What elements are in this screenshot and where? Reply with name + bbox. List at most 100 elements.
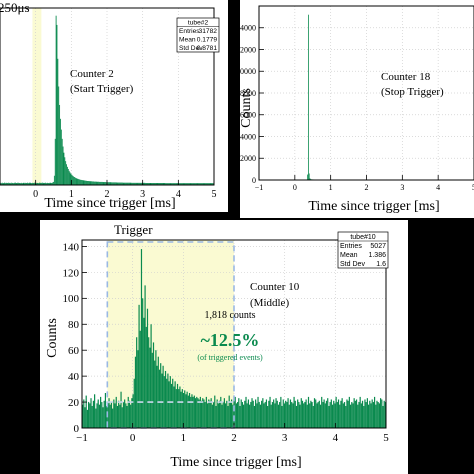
histogram-bar [5, 183, 7, 185]
histogram-bar [115, 182, 117, 185]
histogram-bar [158, 182, 160, 185]
histogram-bar [355, 399, 358, 428]
histogram-bar [208, 399, 210, 428]
y-tick-label: 4000 [240, 132, 256, 141]
histogram-bar [173, 183, 174, 185]
histogram-bar [357, 404, 359, 428]
histogram-bar [38, 183, 40, 185]
histogram-bar [118, 400, 120, 428]
histogram-bar [167, 183, 169, 185]
y-tick-label: 14000 [240, 24, 256, 33]
histogram-bar [57, 58, 59, 185]
y-tick-label: 8000 [240, 89, 256, 98]
histogram-bar [341, 398, 343, 428]
x-tick-label: 5 [383, 432, 389, 444]
histogram-bar [327, 398, 329, 428]
histogram-bar [127, 182, 128, 185]
histogram-bar [53, 181, 54, 185]
histogram-bar [74, 177, 76, 185]
x-tick-label: −1 [76, 432, 88, 444]
stats-box-frame [176, 17, 220, 53]
histogram-bar [241, 402, 244, 428]
histogram-bar [193, 395, 195, 428]
histogram-bar [128, 182, 130, 185]
histogram-bar [167, 373, 169, 428]
y-tick-label: 20 [68, 397, 80, 409]
histogram-bar [111, 182, 113, 185]
histogram-bar [59, 104, 61, 185]
histogram-bar [92, 181, 94, 185]
histogram-bar [206, 403, 209, 428]
histogram-bar [329, 402, 331, 428]
histogram-bar [222, 402, 224, 428]
stats-title: tube#2 [188, 20, 209, 27]
histogram-bar [323, 399, 325, 428]
histogram-bar [114, 182, 116, 185]
histogram-bar [194, 398, 197, 428]
histogram-bar [134, 356, 137, 428]
histogram-bar [199, 183, 201, 185]
stats-box-frame [337, 231, 389, 269]
histogram-bar [141, 182, 143, 185]
histogram-bar [152, 342, 155, 428]
histogram-bar [306, 404, 308, 428]
histogram-bar [185, 394, 187, 428]
histogram-bar [126, 405, 128, 428]
histogram-bar [240, 399, 242, 428]
histogram-bar [148, 337, 150, 428]
histogram-bar [90, 398, 92, 428]
histogram-bar [37, 182, 39, 185]
histogram-bar [112, 408, 114, 428]
histogram-bar [366, 398, 368, 428]
histogram-bar [370, 403, 372, 428]
histogram-bar [211, 183, 213, 185]
histogram-bar [196, 396, 198, 428]
histogram-bar [371, 399, 373, 428]
histogram-bar [46, 182, 48, 185]
histogram-bar [64, 157, 66, 185]
histogram-bar [203, 399, 205, 428]
histogram-bar [363, 405, 365, 428]
histogram-bar [55, 15, 57, 186]
histogram-bar [4, 182, 6, 185]
histogram-bar [143, 182, 145, 185]
histogram-bar [163, 182, 165, 185]
histogram-bar [142, 298, 144, 428]
histogram-bar [214, 395, 216, 428]
histogram-bar [318, 400, 320, 428]
histogram-bar [82, 404, 84, 428]
histogram-bar [352, 403, 354, 428]
histogram-bar [156, 182, 158, 185]
histogram-bar [44, 182, 46, 185]
histogram-bar [307, 174, 309, 180]
histogram-bar [21, 183, 23, 185]
stats-value: 0.8781 [197, 45, 218, 52]
x-tick-label: 1 [181, 432, 187, 444]
histogram-bar [113, 182, 114, 185]
stats-value: 5027 [370, 243, 386, 250]
histogram-bar [86, 180, 88, 185]
histogram-bar [120, 182, 122, 185]
histogram-bar [263, 403, 265, 428]
histogram-bar [206, 183, 208, 185]
histogram-bar [276, 400, 278, 428]
histogram-bar [335, 396, 337, 428]
histogram-bar [365, 402, 367, 428]
histogram-bar [313, 398, 316, 428]
histogram-bar [48, 183, 50, 185]
histogram-bar [60, 129, 62, 185]
histogram-bar [136, 337, 138, 428]
histogram-bar [102, 407, 104, 428]
histogram-bar [353, 398, 355, 428]
histogram-bar [187, 183, 188, 185]
histogram-bar [65, 161, 67, 185]
histogram-bar [127, 182, 129, 185]
histogram-bar [239, 405, 241, 428]
x-tick-label: 3 [400, 183, 404, 192]
histogram-bar [286, 402, 288, 428]
histogram-bar [297, 399, 299, 428]
histogram-bar [166, 378, 168, 428]
histogram-bar [369, 400, 371, 428]
histogram-bar [163, 376, 165, 428]
